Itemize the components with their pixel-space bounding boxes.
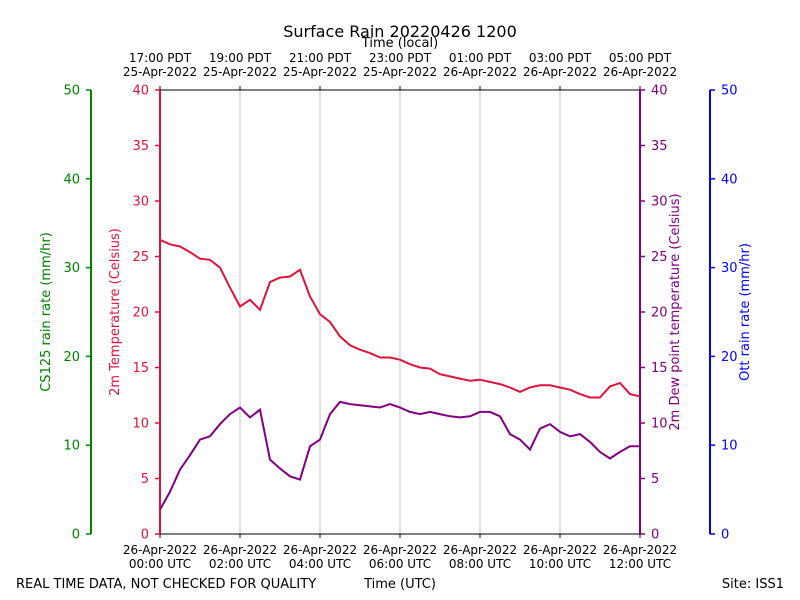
x-tick-label: 26-Apr-2022 06:00 UTC [363, 543, 437, 571]
x-tick-label: 26-Apr-2022 04:00 UTC [283, 543, 357, 571]
y-tick-label: 30 [63, 261, 80, 276]
y-tick-label: 30 [132, 195, 149, 210]
x2-tick-label: 19:00 PDT 25-Apr-2022 [203, 51, 277, 79]
x-tick-label: 26-Apr-2022 02:00 UTC [203, 543, 277, 571]
y-tick-label: 20 [63, 350, 80, 365]
x2-axis-label: Time (local) [361, 36, 438, 51]
x-tick-label: 26-Apr-2022 12:00 UTC [603, 543, 677, 571]
x2-tick-label: 23:00 PDT 25-Apr-2022 [363, 51, 437, 79]
x2-tick-label: 21:00 PDT 25-Apr-2022 [283, 51, 357, 79]
y-tick-label: 10 [651, 417, 668, 432]
y-tick-label: 0 [141, 528, 149, 543]
x-axis-label: Time (UTC) [363, 577, 436, 592]
x-tick-label: 26-Apr-2022 10:00 UTC [523, 543, 597, 571]
footnote: REAL TIME DATA, NOT CHECKED FOR QUALITY [16, 577, 316, 592]
y-axis-label: 2m Temperature (Celsius) [108, 228, 123, 396]
y-tick-label: 20 [721, 350, 738, 365]
y-tick-label: 20 [651, 306, 668, 321]
site-label: Site: ISS1 [722, 577, 784, 592]
x-tick-label: 26-Apr-2022 00:00 UTC [123, 543, 197, 571]
y-axis-label: 2m Dew point temperature (Celsius) [668, 193, 683, 430]
data-line [159, 400, 640, 511]
x2-tick-label: 05:00 PDT 26-Apr-2022 [603, 51, 677, 79]
y-tick-label: 10 [132, 417, 149, 432]
y-tick-label: 10 [63, 439, 80, 454]
y-tick-label: 30 [721, 261, 738, 276]
y-tick-label: 0 [72, 528, 80, 543]
chart-title: Surface Rain 20220426 1200 [283, 22, 517, 41]
y-axis-label: Ott rain rate (mm/hr) [738, 243, 753, 381]
y-tick-label: 40 [721, 172, 738, 187]
x2-tick-label: 03:00 PDT 26-Apr-2022 [523, 51, 597, 79]
y-tick-label: 50 [721, 84, 738, 99]
y-tick-label: 0 [651, 528, 659, 543]
x-tick-label: 26-Apr-2022 08:00 UTC [443, 543, 517, 571]
x2-tick-label: 01:00 PDT 26-Apr-2022 [443, 51, 517, 79]
y-tick-label: 40 [132, 84, 149, 99]
y-tick-label: 35 [651, 139, 668, 154]
y-tick-label: 30 [651, 195, 668, 210]
x2-tick-label: 17:00 PDT 25-Apr-2022 [123, 51, 197, 79]
y-tick-label: 40 [651, 84, 668, 99]
y-axis-label: CS125 rain rate (mm/hr) [39, 232, 54, 392]
y-tick-label: 40 [63, 172, 80, 187]
y-tick-label: 50 [63, 84, 80, 99]
y-tick-label: 25 [132, 250, 149, 265]
y-tick-label: 5 [141, 472, 149, 487]
y-tick-label: 20 [132, 306, 149, 321]
y-tick-label: 35 [132, 139, 149, 154]
y-tick-label: 25 [651, 250, 668, 265]
y-tick-label: 15 [132, 361, 149, 376]
y-tick-label: 15 [651, 361, 668, 376]
data-line [159, 238, 641, 399]
y-tick-label: 5 [651, 472, 659, 487]
y-tick-label: 0 [721, 528, 729, 543]
y-tick-label: 10 [721, 439, 738, 454]
